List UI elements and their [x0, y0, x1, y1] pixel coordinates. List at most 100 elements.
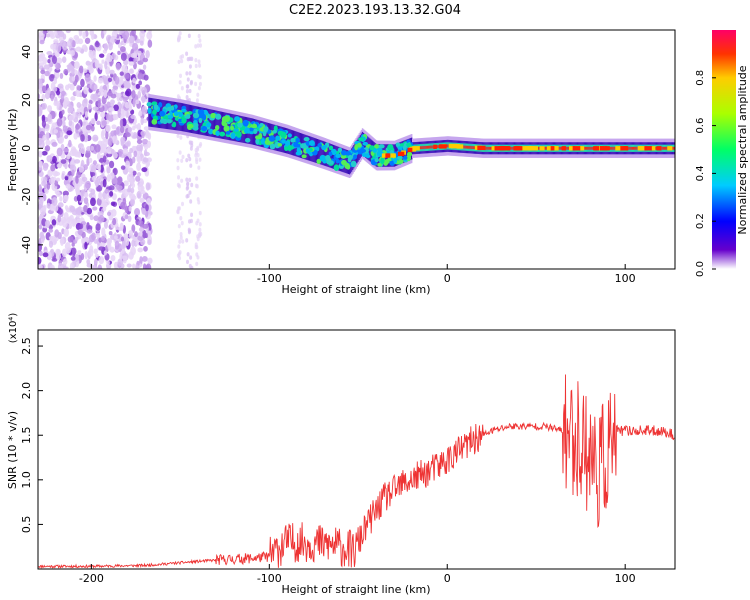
spectrogram-noise-cell — [47, 251, 52, 261]
spectrogram-noise-cell — [179, 216, 183, 221]
spectrogram-speckle — [347, 154, 353, 161]
spectrogram-noise-cell — [89, 214, 94, 221]
spectrogram-peak-cell — [566, 146, 569, 150]
spectrogram-peak-cell — [638, 146, 646, 151]
spectrogram-noise-cell — [138, 111, 143, 117]
spectrogram-noise-cell — [180, 86, 184, 91]
spectrogram-peak-cell — [397, 151, 405, 157]
spectrogram-noise-cell — [72, 110, 76, 119]
spectrogram-noise-cell — [180, 178, 184, 183]
spectrogram-noise-cell — [98, 256, 105, 265]
spectrogram-noise-cell — [124, 73, 130, 79]
spectrogram-noise-cell — [197, 33, 201, 39]
spectrogram-noise-cell — [117, 111, 122, 118]
spectrogram-speckle — [335, 153, 342, 158]
spectrogram-noise-cell — [110, 99, 115, 105]
chart-title: C2E2.2023.193.13.32.G04 — [289, 3, 461, 18]
spectrogram-noise-cell — [38, 199, 44, 208]
spectrogram-speckle — [152, 109, 157, 115]
spectrogram-y-tick-label: -20 — [20, 188, 33, 206]
spectrogram-peak-cell — [426, 145, 429, 149]
spectrogram-noise-cell — [71, 76, 76, 82]
spectrogram-speckle — [387, 144, 394, 151]
spectrogram-band-cell — [321, 140, 323, 165]
spectrogram-noise-cell — [176, 158, 180, 163]
spectrogram-noise-cell — [50, 34, 56, 39]
spectrogram-noise-cell — [64, 176, 69, 181]
spectrogram-noise-cell — [83, 236, 90, 242]
spectrogram-peak-cell — [593, 146, 600, 151]
spectrogram-noise-cell — [93, 93, 99, 100]
spectrogram-speckle — [272, 129, 277, 134]
spectrogram-noise-cell — [137, 247, 144, 253]
spectrogram-noise-cell — [132, 236, 138, 242]
spectrogram-noise-cell — [88, 49, 94, 58]
spectrogram-noise-cell — [139, 197, 145, 203]
spectrogram-x-tick-label: 0 — [444, 272, 451, 285]
spectrogram-peak-cell — [456, 144, 464, 149]
spectrogram-peak-cell — [485, 146, 488, 150]
spectrogram-noise-cell — [130, 199, 135, 204]
snr-x-label: Height of straight line (km) — [281, 583, 430, 596]
spectrogram-peak-cell — [665, 146, 667, 150]
colorbar-ticks: 0.0 0.2 0.4 0.6 0.8 — [695, 70, 716, 277]
spectrogram-noise-cell — [121, 240, 126, 248]
spectrogram-noise-cell — [142, 263, 147, 269]
spectrogram-noise-cell — [147, 140, 151, 148]
spectrogram-noise-cell — [128, 205, 132, 212]
spectrogram-band-cell — [323, 141, 325, 166]
spectrogram-noise-cell — [78, 31, 83, 37]
spectrogram-band-cell — [197, 106, 199, 135]
spectrogram-peak-cell — [612, 146, 615, 150]
spectrogram-noise-cell — [38, 250, 43, 257]
spectrogram-peak-cell — [591, 146, 593, 150]
spectrogram-noise-cell — [185, 51, 189, 56]
spectrogram-peak-cell — [390, 153, 396, 158]
spectrogram-band-cell — [327, 142, 330, 167]
spectrogram-peak-cell — [577, 146, 585, 151]
spectrogram-peak-cell — [610, 146, 613, 150]
spectrogram-peak-cell — [423, 146, 426, 149]
spectrogram-noise-cell — [59, 40, 66, 47]
spectrogram-noise-cell — [112, 193, 117, 201]
spectrogram-noise-cell — [68, 216, 73, 225]
spectrogram-speckle — [357, 142, 362, 148]
snr-x-ticks: -200 -100 0 100 — [79, 564, 636, 585]
spectrogram-noise-cell — [198, 227, 202, 233]
spectrogram-speckle — [378, 144, 385, 149]
spectrogram-noise-cell — [132, 52, 138, 59]
spectrogram-noise-cell — [86, 207, 93, 215]
spectrogram-noise-cell — [185, 71, 189, 76]
spectrogram-noise-cell — [67, 40, 71, 46]
spectrogram-noise-cell — [194, 81, 198, 87]
spectrogram-noise-cell — [84, 241, 88, 250]
spectrogram-noise-cell — [185, 157, 189, 163]
spectrogram-noise-cell — [82, 99, 88, 108]
spectrogram-peak-cell — [446, 144, 448, 148]
spectrogram-noise-cell — [83, 68, 88, 74]
spectrogram-noise-cell — [197, 165, 201, 170]
spectrogram-noise-cell — [77, 228, 83, 236]
spectrogram-noise-cell — [117, 226, 124, 232]
spectrogram-peak-cell — [447, 144, 449, 148]
spectrogram-noise-cell — [47, 169, 54, 177]
spectrogram-noise-cell — [129, 170, 134, 178]
spectrogram-peak-cell — [488, 146, 491, 150]
spectrogram-peak-cell — [662, 146, 665, 150]
spectrogram-peak-cell — [539, 146, 545, 151]
spectrogram-speckle — [230, 132, 236, 139]
spectrogram-noise-cell — [176, 209, 180, 215]
spectrogram-noise-cell — [179, 232, 183, 237]
spectrogram-noise-cell — [115, 127, 120, 135]
spectrogram-noise-cell — [68, 139, 72, 148]
spectrogram-x-tick-label: 100 — [615, 272, 636, 285]
spectrogram-speckle — [393, 157, 398, 164]
spectrogram-noise-cell — [87, 248, 94, 257]
spectrogram-x-tick-label: -100 — [257, 272, 282, 285]
spectrogram-noise-cell — [70, 256, 76, 261]
spectrogram-noise-cell — [194, 63, 198, 69]
spectrogram-band-cell — [265, 122, 268, 149]
spectrogram-noise-cell — [94, 258, 98, 265]
spectrogram-noise-cell — [187, 33, 191, 39]
spectrogram-noise-cell — [194, 44, 198, 49]
